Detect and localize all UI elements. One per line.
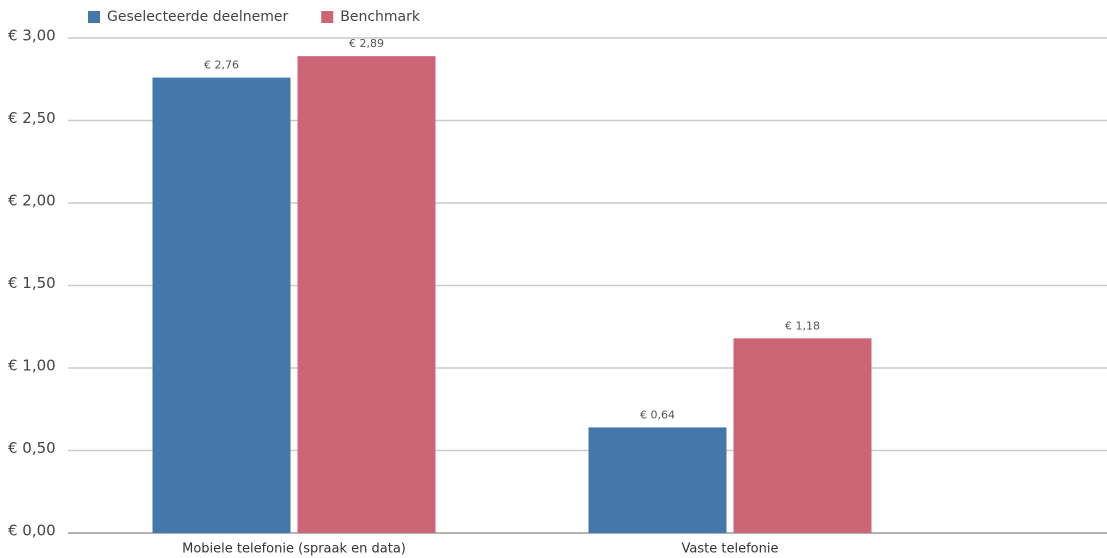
y-tick-label: € 1,00 bbox=[8, 357, 56, 375]
y-tick-label: € 3,00 bbox=[8, 27, 56, 45]
x-tick-label: Mobiele telefonie (spraak en data) bbox=[182, 542, 406, 557]
x-tick-label: Vaste telefonie bbox=[682, 542, 779, 557]
y-tick-label: € 1,50 bbox=[8, 274, 56, 292]
value-label: € 1,18 bbox=[785, 319, 820, 332]
legend-label: Benchmark bbox=[340, 9, 421, 25]
legend-swatch bbox=[88, 11, 100, 23]
bar bbox=[588, 427, 727, 533]
y-tick-label: € 2,00 bbox=[8, 192, 56, 210]
legend-label: Geselecteerde deelnemer bbox=[107, 9, 288, 25]
bar bbox=[733, 338, 872, 533]
y-tick-label: € 0,50 bbox=[8, 439, 56, 457]
bar bbox=[152, 77, 291, 533]
bar bbox=[297, 56, 436, 534]
value-label: € 0,64 bbox=[640, 408, 675, 421]
value-label: € 2,89 bbox=[349, 37, 384, 50]
y-tick-label: € 2,50 bbox=[8, 109, 56, 127]
y-tick-label: € 0,00 bbox=[8, 522, 56, 540]
legend-swatch bbox=[321, 11, 334, 23]
value-label: € 2,76 bbox=[204, 59, 239, 72]
